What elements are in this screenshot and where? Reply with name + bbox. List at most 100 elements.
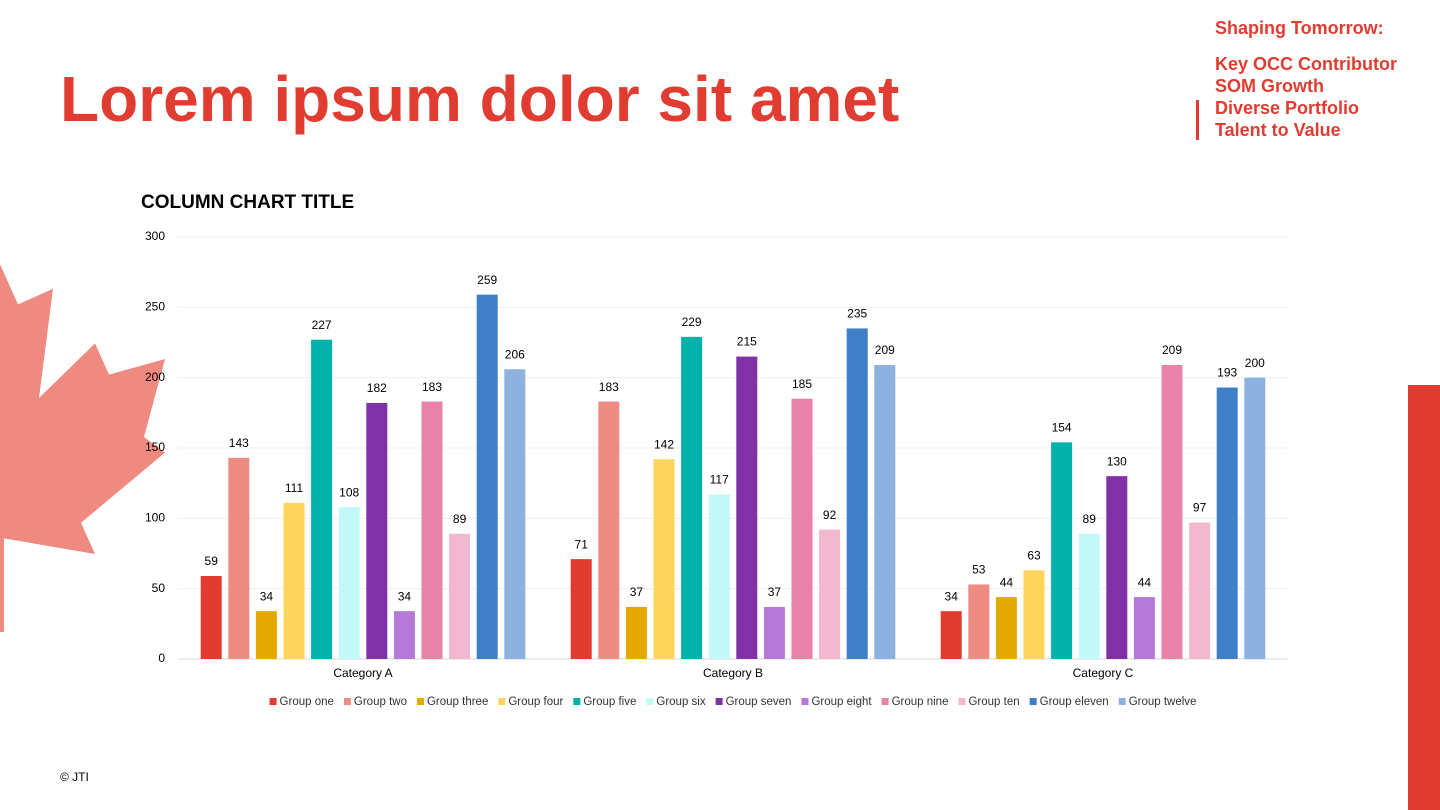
bar [1078, 533, 1100, 659]
value-label: 259 [477, 273, 497, 287]
bar [1244, 377, 1266, 659]
legend-label: Group three [427, 696, 488, 708]
bar [366, 402, 388, 659]
value-label: 37 [768, 585, 782, 599]
y-tick-label: 250 [145, 300, 165, 314]
value-label: 215 [737, 335, 757, 349]
y-tick-label: 150 [145, 440, 165, 454]
legend-label: Group six [656, 696, 705, 708]
bar [819, 529, 841, 659]
sidebar-item: Talent to Value [1215, 120, 1341, 140]
value-label: 235 [847, 307, 867, 321]
value-label: 130 [1107, 454, 1127, 468]
bar [1189, 522, 1211, 659]
x-tick-label: Category B [703, 666, 763, 680]
value-label: 183 [599, 380, 619, 394]
slide-title: Lorem ipsum dolor sit amet [60, 63, 899, 135]
y-tick-label: 300 [145, 229, 165, 243]
bar [311, 339, 333, 659]
value-label: 44 [1138, 575, 1152, 589]
bar [228, 457, 250, 659]
bar [625, 606, 647, 659]
value-label: 182 [367, 381, 387, 395]
legend-swatch [801, 698, 809, 705]
value-label: 154 [1052, 421, 1072, 435]
legend-label: Group one [280, 696, 334, 708]
x-tick-label: Category A [333, 666, 392, 680]
value-label: 53 [972, 563, 986, 577]
value-label: 44 [1000, 575, 1014, 589]
value-label: 183 [422, 380, 442, 394]
bar [255, 611, 277, 659]
sidebar-heading: Shaping Tomorrow: [1215, 18, 1384, 38]
bar [338, 507, 360, 659]
footer: © JTI [60, 770, 89, 784]
value-label: 209 [1162, 343, 1182, 357]
y-tick-label: 0 [158, 651, 165, 665]
bar [283, 502, 305, 659]
value-label: 117 [710, 473, 729, 487]
value-label: 89 [453, 512, 467, 526]
sidebar-item: Diverse Portfolio [1215, 98, 1359, 118]
value-label: 227 [312, 318, 332, 332]
bar [476, 294, 498, 659]
value-label: 37 [630, 585, 644, 599]
y-tick-label: 100 [145, 511, 165, 525]
bar [570, 559, 592, 659]
bar [504, 369, 526, 659]
value-label: 108 [339, 485, 359, 499]
bar [1133, 597, 1155, 659]
sidebar-item: SOM Growth [1215, 76, 1324, 96]
value-label: 34 [398, 589, 412, 603]
value-label: 206 [505, 347, 525, 361]
legend-label: Group nine [892, 696, 949, 708]
value-label: 200 [1245, 356, 1265, 370]
value-label: 92 [823, 508, 837, 522]
value-label: 59 [205, 554, 219, 568]
bar [940, 611, 962, 659]
value-label: 34 [945, 589, 959, 603]
value-label: 185 [792, 377, 812, 391]
legend-swatch [715, 698, 723, 705]
bar [200, 576, 222, 659]
bar [1051, 442, 1073, 659]
value-label: 71 [575, 537, 589, 551]
chart-title: COLUMN CHART TITLE [141, 192, 354, 213]
bar [708, 494, 730, 659]
legend-swatch [416, 698, 424, 705]
value-label: 209 [875, 343, 895, 357]
x-tick-label: Category C [1073, 666, 1134, 680]
legend-swatch [573, 698, 581, 705]
bar [736, 356, 758, 659]
y-tick-label: 200 [145, 370, 165, 384]
bar [393, 611, 415, 659]
sidebar-item: Key OCC Contributor [1215, 54, 1397, 74]
legend-label: Group twelve [1129, 696, 1197, 708]
legend-label: Group four [508, 696, 563, 708]
bar [449, 533, 471, 659]
bar [1161, 365, 1183, 659]
bar [846, 328, 868, 659]
y-tick-label: 50 [152, 581, 166, 595]
legend-label: Group five [583, 696, 636, 708]
bar [763, 606, 785, 659]
value-label: 63 [1027, 549, 1041, 563]
maple-leaf-decoration [0, 264, 165, 633]
bar [874, 365, 896, 659]
bar [791, 398, 813, 659]
side-bar [1408, 385, 1440, 810]
legend-label: Group ten [968, 696, 1019, 708]
value-label: 97 [1193, 501, 1207, 515]
bar [995, 597, 1017, 659]
legend-label: Group seven [726, 696, 792, 708]
legend-swatch [958, 698, 966, 705]
value-label: 34 [260, 589, 274, 603]
bar [421, 401, 443, 659]
value-label: 143 [229, 436, 249, 450]
bar [1023, 570, 1045, 659]
value-label: 89 [1083, 512, 1097, 526]
logo-stem [1196, 100, 1199, 140]
bar [598, 401, 620, 659]
